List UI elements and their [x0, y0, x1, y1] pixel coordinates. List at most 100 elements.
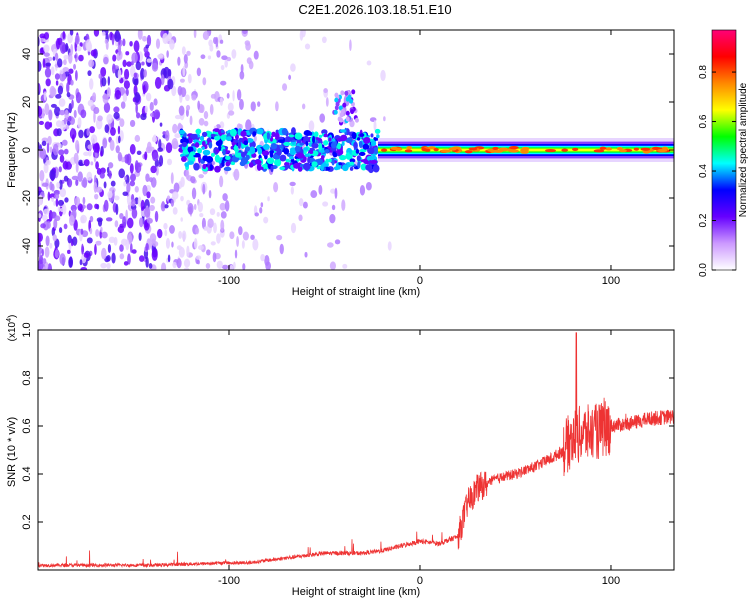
noise-blob	[114, 220, 119, 228]
colorbar-tick-label: 0.8	[698, 65, 709, 79]
band-blob	[372, 146, 380, 155]
noise-blob	[233, 261, 236, 270]
noise-blob	[342, 263, 348, 269]
band-blob	[220, 129, 225, 134]
noise-blob	[197, 100, 201, 110]
noise-blob	[198, 117, 205, 126]
noise-blob	[215, 36, 219, 48]
noise-blob	[42, 214, 48, 221]
noise-blob	[45, 78, 51, 87]
band-blob	[331, 138, 336, 142]
peak-blob	[572, 147, 579, 152]
snr-frame	[37, 329, 675, 571]
noise-blob	[87, 70, 92, 77]
noise-blob	[158, 138, 162, 150]
colorbar: 0.0 0.2 0.4 0.6 0.8 Normalized spectral ampli…	[698, 29, 749, 277]
noise-blob	[55, 80, 59, 86]
noise-blob	[44, 121, 51, 130]
noise-blob	[219, 175, 224, 188]
noise-blob	[87, 150, 92, 157]
noise-blob	[359, 185, 366, 196]
noise-blob	[69, 256, 73, 268]
noise-blob	[80, 266, 88, 270]
noise-blob	[170, 199, 175, 207]
peak-blob	[448, 147, 457, 151]
band-blob	[367, 147, 375, 155]
noise-blob	[38, 120, 44, 125]
noise-blob	[111, 63, 116, 74]
band-blob	[225, 136, 232, 142]
noise-blob	[129, 144, 136, 155]
noise-blob	[56, 128, 62, 137]
noise-blob	[38, 250, 41, 258]
noise-blob	[115, 203, 119, 216]
noise-blob	[131, 198, 136, 207]
noise-blob	[68, 115, 72, 122]
noise-blob	[151, 62, 159, 72]
band-blob	[341, 141, 345, 146]
peak-blob	[619, 149, 627, 153]
noise-blob	[40, 223, 46, 229]
band-blob	[357, 137, 361, 141]
noise-blob	[210, 241, 216, 246]
band-blob	[257, 147, 263, 155]
band-blob	[323, 133, 328, 138]
noise-blob	[193, 238, 198, 250]
noise-blob	[187, 73, 192, 84]
band-blob	[244, 146, 251, 152]
band-blob	[223, 166, 232, 172]
noise-blob	[58, 227, 63, 234]
noise-blob	[145, 243, 149, 251]
noise-blob	[41, 108, 45, 119]
noise-blob	[59, 69, 64, 75]
noise-blob	[202, 31, 210, 41]
noise-blob	[55, 120, 62, 128]
band-blob	[190, 133, 198, 139]
noise-blob	[220, 219, 225, 232]
x-tick-label: 0	[417, 275, 423, 287]
band-blob	[306, 131, 313, 136]
noise-blob	[106, 87, 111, 98]
noise-blob	[170, 172, 174, 185]
noise-blob	[94, 244, 97, 255]
band-blob	[252, 131, 257, 136]
noise-blob	[152, 151, 159, 162]
noise-blob	[108, 170, 112, 179]
band-blob	[355, 148, 360, 154]
band-blob	[262, 143, 270, 150]
band-blob	[277, 139, 285, 144]
noise-blob	[40, 37, 45, 43]
noise-blob	[75, 139, 80, 152]
band-blob	[351, 132, 357, 140]
noise-blob	[90, 161, 94, 166]
band-blob	[370, 133, 374, 138]
noise-blob	[239, 70, 245, 80]
noise-blob	[65, 42, 69, 52]
noise-blob	[86, 171, 93, 181]
noise-blob	[279, 243, 284, 255]
peak-blob	[390, 146, 399, 151]
noise-blob	[260, 202, 264, 208]
noise-blob	[126, 217, 134, 229]
noise-blob	[174, 114, 182, 120]
noise-blob	[83, 252, 90, 258]
noise-blob	[54, 73, 60, 80]
noise-blob	[149, 233, 157, 243]
noise-blob	[123, 181, 127, 187]
noise-blob	[373, 119, 377, 132]
noise-blob	[161, 262, 167, 270]
noise-blob	[198, 174, 204, 179]
noise-blob	[129, 40, 133, 47]
y-axis-label: SNR (10 * v/v)	[6, 417, 18, 487]
noise-blob	[290, 222, 297, 234]
band-blob	[341, 108, 346, 114]
y-tick-label: 20	[21, 96, 33, 108]
noise-blob	[122, 216, 127, 227]
noise-blob	[233, 168, 240, 181]
y-tick-label: 1.0	[21, 322, 33, 337]
noise-blob	[150, 165, 157, 174]
noise-blob	[130, 173, 136, 182]
noise-blob	[69, 30, 74, 36]
noise-blob	[64, 109, 69, 121]
band-blob	[283, 141, 291, 146]
